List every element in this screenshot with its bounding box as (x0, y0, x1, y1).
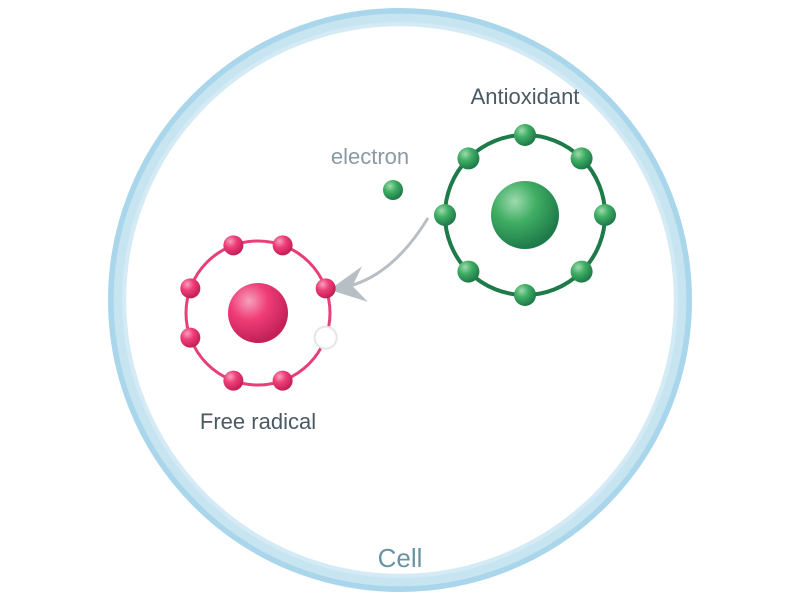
diagram-svg (0, 0, 800, 600)
donated-electron (383, 180, 403, 200)
diagram-canvas: Cell Antioxidant electron Free radical (0, 0, 800, 600)
free-radical-label: Free radical (200, 409, 316, 435)
antioxidant-label: Antioxidant (471, 84, 580, 110)
cell-label: Cell (378, 543, 423, 574)
electron-label: electron (331, 144, 409, 170)
